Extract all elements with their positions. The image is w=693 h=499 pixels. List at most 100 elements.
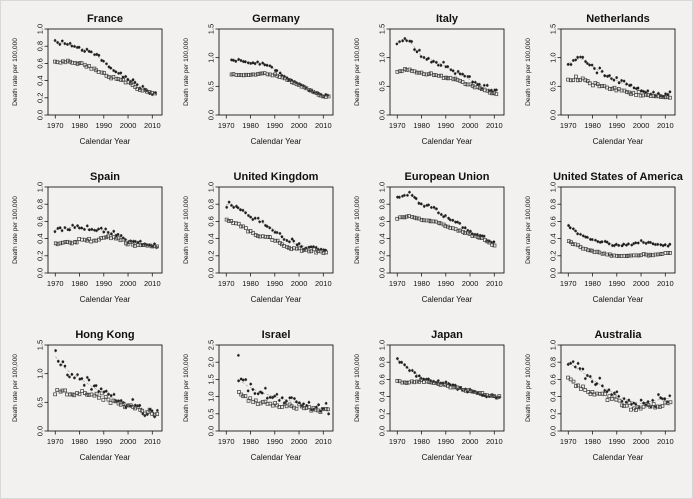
data-point-dark xyxy=(661,244,665,248)
x-tick-label: 1990 xyxy=(608,121,625,130)
panel-title: Italy xyxy=(436,13,459,25)
data-point-dark xyxy=(448,383,452,387)
data-point-square xyxy=(625,90,629,94)
plot-box xyxy=(389,28,505,116)
y-tick-label: 0.8 xyxy=(36,199,45,209)
data-point-square xyxy=(273,238,278,243)
x-axis-label: Calendar Year xyxy=(251,453,302,462)
data-point-dark xyxy=(97,389,101,393)
data-point-dark xyxy=(581,234,585,238)
data-point-dark xyxy=(640,89,643,93)
data-point-dark xyxy=(258,220,262,224)
data-point-square xyxy=(147,90,152,94)
data-point-dark xyxy=(230,203,233,207)
data-point-dark xyxy=(63,42,67,46)
data-point-square xyxy=(641,404,646,409)
panel-germany: Germany 0.0 0.5 1.0 1.5 1970 1980 1990 2000 2010 C… xyxy=(183,13,334,146)
y-tick-label: 1.0 xyxy=(378,340,387,350)
data-point-dark xyxy=(277,398,281,402)
data-point-dark xyxy=(112,68,116,73)
data-point-square xyxy=(253,72,258,77)
x-tick-label: 2000 xyxy=(291,437,308,446)
data-point-square xyxy=(74,240,79,245)
y-tick-label: 0.0 xyxy=(549,268,558,278)
data-point-dark xyxy=(480,393,484,397)
x-tick-label: 1980 xyxy=(413,279,430,288)
data-point-dark xyxy=(606,74,609,78)
data-point-dark xyxy=(573,365,577,369)
y-tick-label: 1.0 xyxy=(36,24,45,34)
data-point-dark xyxy=(590,380,594,384)
data-point-square xyxy=(111,75,116,79)
data-point-dark xyxy=(70,44,74,48)
data-point-dark xyxy=(87,49,91,53)
x-tick-label: 2000 xyxy=(291,121,308,130)
data-point-square xyxy=(299,248,304,253)
data-point-dark xyxy=(83,49,87,53)
data-point-square xyxy=(597,84,602,89)
data-point-dark xyxy=(636,86,640,90)
data-point-square xyxy=(463,388,468,393)
data-point-square xyxy=(260,71,265,76)
data-point-dark xyxy=(652,90,655,94)
data-point-square xyxy=(294,406,299,411)
data-point-dark xyxy=(54,348,58,353)
data-point-dark xyxy=(584,59,587,64)
data-point-square xyxy=(72,393,77,398)
data-point-dark xyxy=(427,56,430,60)
data-point-square xyxy=(414,216,419,221)
y-axis-label: Death rate per 100,000 xyxy=(12,38,19,106)
data-point-square xyxy=(410,379,414,384)
data-point-square xyxy=(313,407,318,412)
data-point-dark xyxy=(668,242,672,246)
data-point-dark xyxy=(280,235,284,239)
data-point-square xyxy=(591,83,595,88)
data-point-square xyxy=(453,385,458,390)
data-point-dark xyxy=(56,359,60,363)
data-point-square xyxy=(138,88,142,92)
x-axis-label: Calendar Year xyxy=(251,137,302,146)
data-point-dark xyxy=(153,242,156,246)
x-tick-label: 2000 xyxy=(120,279,137,288)
data-point-dark xyxy=(247,213,250,218)
data-point-dark xyxy=(644,90,648,94)
data-point-dark xyxy=(270,65,274,69)
data-point-dark xyxy=(92,384,96,388)
plot-box xyxy=(47,28,163,116)
data-point-dark xyxy=(427,203,431,207)
data-point-square xyxy=(651,94,656,98)
data-point-square xyxy=(237,390,241,394)
data-point-square xyxy=(663,400,668,405)
data-point-dark xyxy=(283,401,287,405)
y-tick-label: 2.0 xyxy=(207,357,216,367)
data-point-square xyxy=(463,82,468,86)
data-point-square xyxy=(80,389,84,393)
data-point-square xyxy=(612,394,617,399)
data-point-dark xyxy=(581,367,585,371)
data-point-square xyxy=(631,90,636,95)
x-tick-label: 1980 xyxy=(71,121,88,130)
data-point-square xyxy=(58,389,63,394)
data-point-dark xyxy=(132,239,135,243)
data-point-dark xyxy=(319,92,323,97)
panel-title: Israel xyxy=(262,329,291,341)
y-tick-label: 0.0 xyxy=(549,426,558,436)
data-point-dark xyxy=(133,80,137,84)
data-point-dark xyxy=(94,383,98,388)
data-point-dark xyxy=(53,230,57,234)
data-point-square xyxy=(236,221,241,226)
data-point-square xyxy=(263,399,268,404)
data-point-dark xyxy=(612,244,616,248)
data-point-dark xyxy=(651,242,655,246)
data-point-dark xyxy=(293,397,296,401)
y-tick-label: 0.0 xyxy=(36,110,45,120)
data-point-dark xyxy=(117,71,121,75)
x-tick-label: 2000 xyxy=(633,437,650,446)
trend-line xyxy=(55,356,158,416)
data-point-dark xyxy=(312,91,316,95)
data-point-square xyxy=(318,410,323,414)
y-axis-label: Death rate per 100,000 xyxy=(183,196,190,264)
data-point-square xyxy=(399,69,404,74)
data-point-dark xyxy=(636,241,640,245)
data-point-dark xyxy=(102,59,105,63)
